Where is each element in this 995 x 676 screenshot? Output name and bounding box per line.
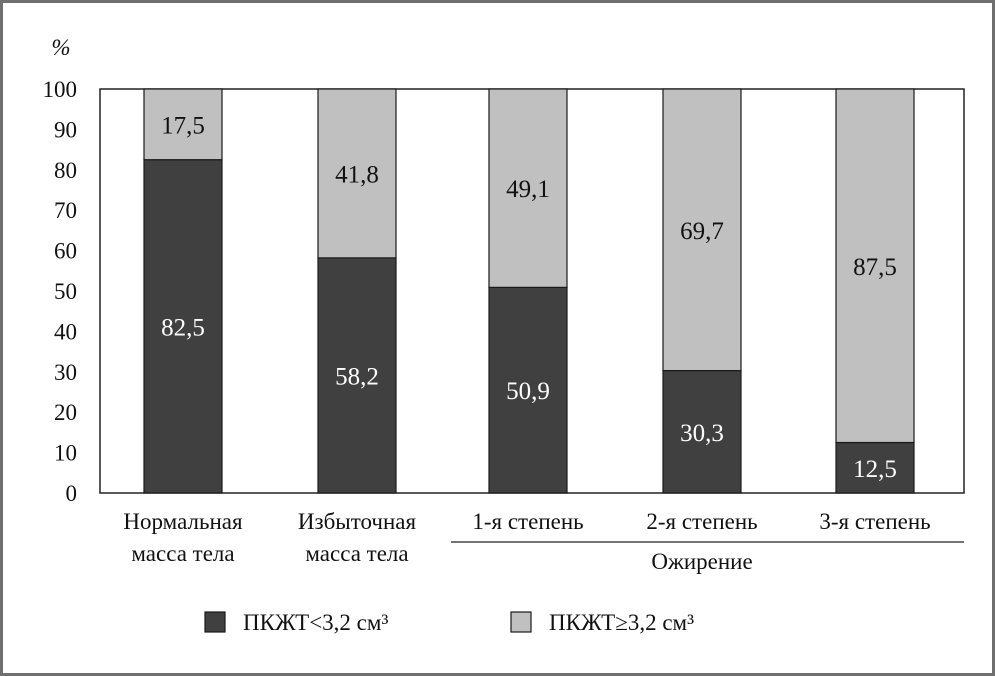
y-unit-label: % bbox=[51, 35, 70, 60]
data-label: 41,8 bbox=[335, 161, 379, 188]
x-category-label: масса тела bbox=[131, 541, 234, 566]
y-tick-label: 100 bbox=[43, 77, 78, 102]
y-tick-label: 40 bbox=[54, 319, 77, 344]
legend-label: ПКЖТ<3,2 см³ bbox=[243, 610, 388, 635]
x-category-label: Избыточная bbox=[298, 509, 417, 534]
data-label: 30,3 bbox=[680, 420, 724, 447]
y-tick-label: 0 bbox=[66, 481, 78, 506]
data-label: 58,2 bbox=[335, 363, 379, 390]
data-label: 49,1 bbox=[506, 176, 550, 203]
group-label: Ожирение bbox=[651, 549, 752, 574]
x-category-label: масса тела bbox=[305, 541, 408, 566]
bar-segment bbox=[317, 88, 397, 259]
y-tick-label: 80 bbox=[54, 158, 77, 183]
y-tick-label: 60 bbox=[54, 239, 77, 264]
bar-segment bbox=[835, 441, 915, 494]
data-label: 12,5 bbox=[853, 456, 897, 483]
y-tick-label: 20 bbox=[54, 400, 77, 425]
bar-segment bbox=[835, 88, 915, 444]
y-tick-label: 70 bbox=[54, 198, 77, 223]
bar-segment bbox=[488, 88, 568, 288]
data-label: 69,7 bbox=[680, 218, 724, 245]
y-tick-label: 10 bbox=[54, 441, 77, 466]
bar-segment bbox=[143, 88, 223, 161]
bar-segment bbox=[662, 369, 742, 494]
legend-swatch bbox=[510, 611, 532, 633]
data-label: 87,5 bbox=[853, 254, 897, 281]
stacked-bar-chart: 0 10 20 30 40 50 60 70 80 90 100% 82,5 17,5 58,2 41,8 5… bbox=[43, 35, 965, 635]
x-category-label: Нормальная bbox=[123, 509, 243, 534]
y-tick-label: 50 bbox=[54, 279, 77, 304]
legend-label: ПКЖТ≥3,2 см³ bbox=[549, 610, 694, 635]
bar-segment bbox=[662, 88, 742, 372]
bar-segment bbox=[488, 286, 568, 494]
y-tick-label: 90 bbox=[54, 117, 77, 142]
data-label: 17,5 bbox=[161, 112, 205, 139]
x-category-label: 2-я степень bbox=[646, 509, 757, 534]
legend-swatch bbox=[204, 611, 226, 633]
data-label: 50,9 bbox=[506, 378, 550, 405]
x-category-label: 3-я степень bbox=[819, 509, 930, 534]
data-label: 82,5 bbox=[161, 314, 205, 341]
x-category-label: 1-я степень bbox=[472, 509, 583, 534]
y-tick-label: 30 bbox=[54, 360, 77, 385]
